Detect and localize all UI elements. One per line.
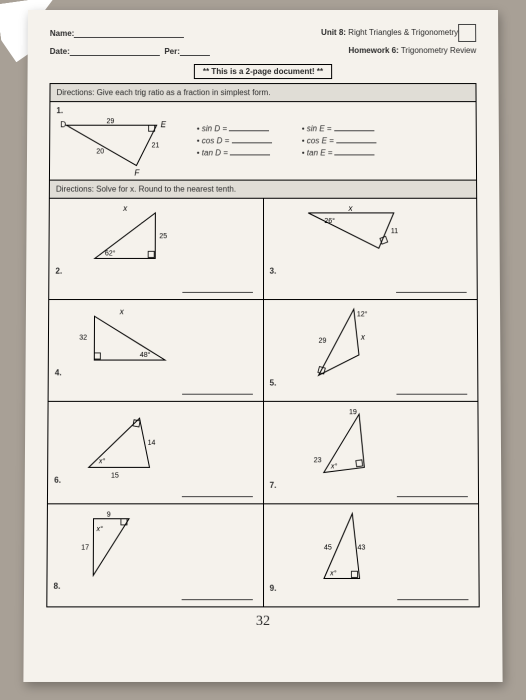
p8-answer-line bbox=[181, 599, 252, 600]
svg-text:x°: x° bbox=[329, 569, 337, 577]
p4-answer-line bbox=[182, 394, 253, 395]
p4-triangle: x 32 48° bbox=[79, 304, 190, 375]
p2-num: 2. bbox=[55, 267, 62, 276]
svg-text:25: 25 bbox=[159, 233, 167, 240]
problem-3: 3. x 26° 11 bbox=[263, 198, 477, 299]
svg-text:15: 15 bbox=[111, 473, 119, 480]
unit-field: Unit 8: Right Triangles & Trigonometry bbox=[321, 28, 476, 42]
svg-text:F: F bbox=[134, 169, 140, 178]
header-row-2: Date: Per: Homework 6: Trigonometry Revi… bbox=[50, 46, 477, 56]
p6-answer-line bbox=[181, 496, 252, 497]
p9-triangle: 45 43 x° bbox=[304, 508, 396, 590]
problem-4: 4. x 32 48° bbox=[48, 300, 263, 402]
score-box bbox=[458, 24, 476, 42]
directions-1: Directions: Give each trig ratio as a fr… bbox=[50, 84, 476, 102]
svg-text:21: 21 bbox=[152, 142, 160, 149]
hw-text: Trigonometry Review bbox=[401, 46, 476, 55]
unit-text: Right Triangles & Trigonometry bbox=[348, 28, 458, 37]
p9-num: 9. bbox=[270, 584, 277, 593]
svg-text:19: 19 bbox=[349, 409, 357, 416]
svg-text:20: 20 bbox=[96, 148, 104, 155]
p5-answer-line bbox=[396, 394, 467, 395]
problem-1: 1. D E F 29 21 20 • sin D = bbox=[49, 102, 476, 180]
p7-answer-line bbox=[397, 496, 468, 497]
problem-9: 9. 45 43 x° bbox=[263, 504, 479, 607]
svg-text:29: 29 bbox=[319, 338, 327, 345]
p6-triangle: x° 14 15 bbox=[78, 406, 180, 483]
svg-text:26°: 26° bbox=[325, 217, 336, 225]
p5-triangle: 12° 29 x bbox=[304, 304, 395, 385]
svg-text:x°: x° bbox=[95, 525, 103, 533]
p2-answer-line bbox=[182, 292, 253, 293]
p6-num: 6. bbox=[54, 476, 61, 485]
p3-num: 3. bbox=[270, 267, 277, 276]
banner-wrap: ** This is a 2-page document! ** bbox=[50, 60, 477, 83]
p7-triangle: 19 23 x° bbox=[304, 406, 395, 488]
svg-text:12°: 12° bbox=[357, 310, 368, 318]
p1-col-D: • sin D = • cos D = • tan D = bbox=[197, 121, 272, 159]
svg-text:11: 11 bbox=[391, 228, 398, 235]
p4-num: 4. bbox=[55, 368, 62, 377]
hw-label: Homework 6: bbox=[348, 46, 398, 55]
name-label: Name: bbox=[50, 29, 75, 38]
header-row-1: Name: Unit 8: Right Triangles & Trigonom… bbox=[50, 28, 476, 42]
page-number: 32 bbox=[46, 614, 480, 631]
svg-text:45: 45 bbox=[324, 544, 332, 551]
p9-answer-line bbox=[397, 599, 468, 600]
svg-text:62°: 62° bbox=[105, 249, 116, 257]
svg-text:x°: x° bbox=[330, 462, 338, 470]
problem-7: 7. 19 23 x° bbox=[263, 401, 479, 503]
per-label: Per: bbox=[164, 47, 180, 56]
p8-triangle: 9 17 x° bbox=[78, 508, 170, 588]
date-label: Date: bbox=[50, 47, 70, 56]
worksheet-page: Name: Unit 8: Right Triangles & Trigonom… bbox=[23, 10, 502, 682]
directions-2: Directions: Solve for x. Round to the ne… bbox=[49, 180, 476, 198]
p1-num: 1. bbox=[56, 106, 63, 115]
svg-text:48°: 48° bbox=[140, 351, 151, 359]
p8-num: 8. bbox=[54, 582, 61, 591]
problem-8: 8. 9 17 x° bbox=[47, 504, 263, 607]
problem-5: 5. 12° 29 x bbox=[263, 300, 478, 402]
svg-text:23: 23 bbox=[314, 457, 322, 464]
p2-triangle: x 25 62° bbox=[85, 203, 196, 274]
p7-num: 7. bbox=[270, 481, 277, 490]
p1-triangle: D E F 29 21 20 bbox=[56, 115, 177, 175]
p1-col-E: • sin E = • cos E = • tan E = bbox=[302, 121, 377, 159]
svg-text:x: x bbox=[360, 333, 366, 342]
p3-answer-line bbox=[396, 292, 467, 293]
name-field: Name: bbox=[50, 28, 185, 42]
problem-6: 6. x° 14 15 bbox=[47, 401, 263, 503]
svg-text:x: x bbox=[122, 204, 128, 213]
svg-text:x°: x° bbox=[98, 457, 106, 465]
p3-triangle: x 26° 11 bbox=[299, 203, 420, 274]
p5-num: 5. bbox=[270, 378, 277, 387]
svg-text:29: 29 bbox=[106, 118, 114, 125]
svg-text:43: 43 bbox=[358, 544, 366, 551]
svg-text:32: 32 bbox=[79, 335, 87, 342]
svg-text:D: D bbox=[60, 120, 66, 129]
date-field: Date: Per: bbox=[50, 46, 210, 56]
problem-2: 2. x 25 62° bbox=[49, 198, 263, 299]
worksheet-table: Directions: Give each trig ratio as a fr… bbox=[46, 83, 479, 607]
doc-banner: ** This is a 2-page document! ** bbox=[194, 64, 332, 79]
svg-text:E: E bbox=[161, 120, 167, 129]
svg-text:x: x bbox=[348, 204, 354, 213]
unit-label: Unit 8: bbox=[321, 28, 346, 37]
svg-text:9: 9 bbox=[107, 512, 111, 519]
hw-field: Homework 6: Trigonometry Review bbox=[348, 46, 476, 56]
svg-text:17: 17 bbox=[81, 544, 89, 551]
svg-text:x: x bbox=[119, 307, 125, 316]
svg-text:14: 14 bbox=[147, 440, 155, 447]
